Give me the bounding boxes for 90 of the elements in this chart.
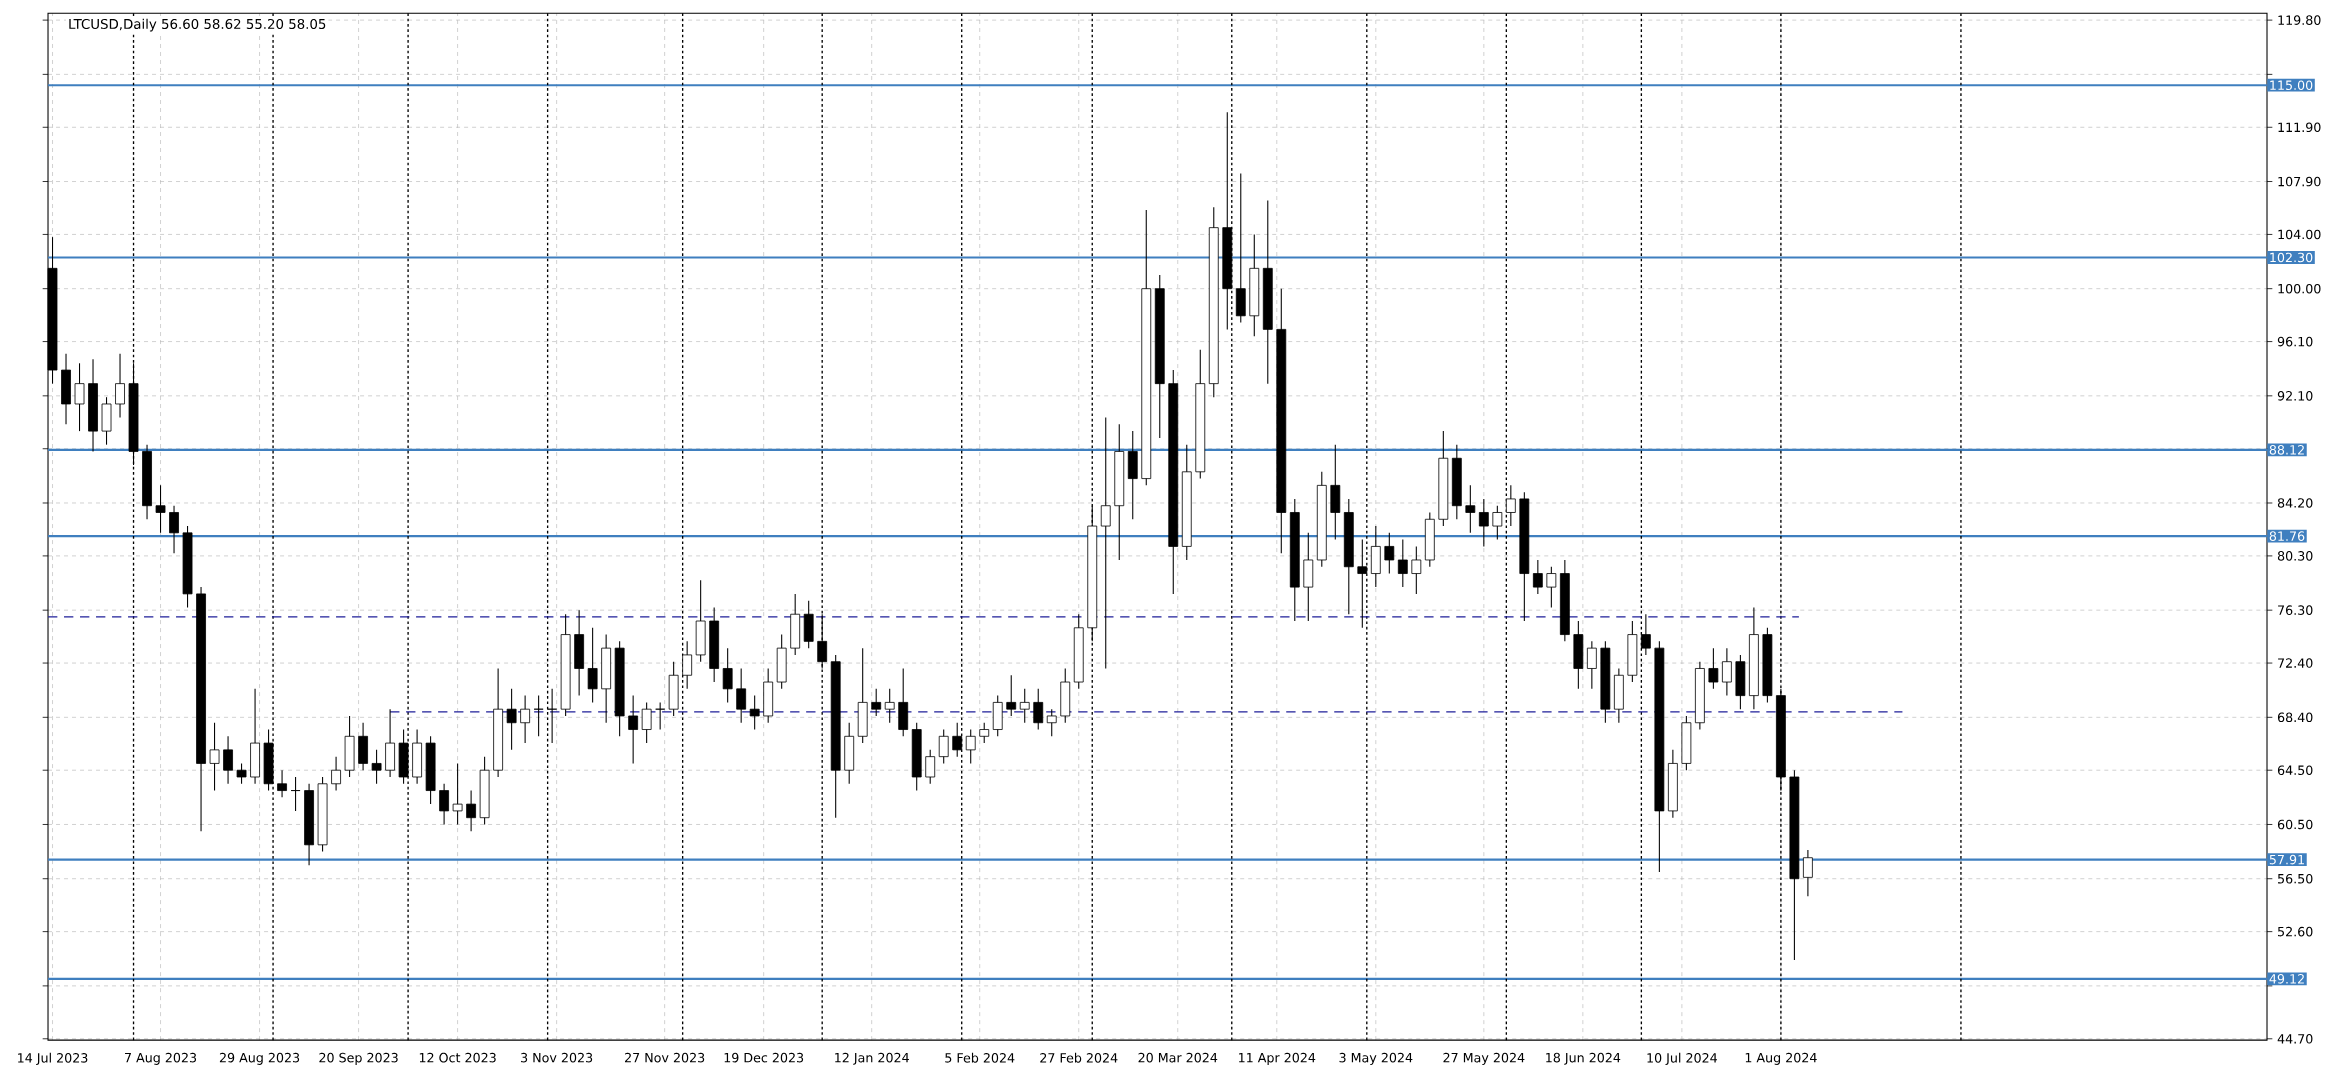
candlestick xyxy=(736,667,747,724)
candlestick xyxy=(1384,532,1395,574)
candlestick xyxy=(628,694,639,764)
x-tick-label: 29 Aug 2023 xyxy=(219,1052,300,1065)
chart-title: LTCUSD,Daily 56.60 58.62 55.20 58.05 xyxy=(69,18,326,32)
x-tick-label: 3 Nov 2023 xyxy=(521,1052,593,1063)
y-tick-label: 104.00 xyxy=(2278,229,2321,239)
y-tick-label: 44.70 xyxy=(2277,1033,2313,1044)
candlestick xyxy=(1532,559,1543,595)
candlestick xyxy=(1478,498,1489,547)
candlestick xyxy=(587,627,598,703)
candlestick xyxy=(223,735,233,785)
candlestick xyxy=(965,728,976,764)
candlestick xyxy=(641,701,652,744)
candlestick xyxy=(74,362,85,432)
candlestick xyxy=(1465,484,1476,534)
x-tick-label: 3 May 2024 xyxy=(1339,1052,1413,1065)
y-tick-label: 60.50 xyxy=(2277,819,2313,830)
candlestick xyxy=(1708,647,1719,690)
y-tick-label: 76.30 xyxy=(2278,605,2313,615)
y-tick-label: 64.50 xyxy=(2277,765,2313,775)
candlestick xyxy=(1046,708,1057,737)
y-tick-label: 100.00 xyxy=(2278,283,2321,294)
y-tick-label: 72.40 xyxy=(2278,658,2313,668)
y-tick-label: 92.10 xyxy=(2277,390,2313,401)
ref-line-label: 88.12 xyxy=(2269,444,2304,455)
x-tick-label: 19 Dec 2023 xyxy=(724,1052,804,1063)
candlestick xyxy=(1019,688,1030,724)
y-tick-label: 107.90 xyxy=(2278,176,2321,187)
candlestick xyxy=(1492,504,1503,540)
candlestick xyxy=(371,749,382,785)
candlestick xyxy=(466,789,477,832)
candlestick xyxy=(1397,538,1408,588)
candlestick xyxy=(290,776,301,812)
candlestick xyxy=(749,694,760,730)
y-tick-label: 56.50 xyxy=(2278,873,2313,884)
candlestick xyxy=(884,688,895,724)
candlestick xyxy=(1586,640,1597,690)
ref-line-label: 49.12 xyxy=(2269,973,2304,984)
y-tick-label: 119.80 xyxy=(2278,15,2321,25)
ref-line-label: 115.00 xyxy=(2270,80,2313,90)
y-tick-label: 84.20 xyxy=(2277,497,2313,508)
candlestick xyxy=(169,504,179,554)
candlestick xyxy=(277,769,287,798)
candlestick xyxy=(871,688,882,717)
candlestick xyxy=(506,688,517,751)
candlestick xyxy=(1033,688,1044,730)
ref-line-label: 57.91 xyxy=(2269,854,2304,865)
candlestick xyxy=(520,694,531,744)
candlestick xyxy=(1006,674,1017,717)
x-tick-label: 27 Nov 2023 xyxy=(625,1052,705,1063)
candlestick xyxy=(938,728,949,764)
y-tick-label: 52.60 xyxy=(2278,926,2313,937)
candlestick xyxy=(115,353,125,418)
x-tick-label: 7 Aug 2023 xyxy=(125,1052,197,1065)
candlestick xyxy=(1546,565,1557,608)
x-tick-label: 20 Mar 2024 xyxy=(1138,1052,1218,1063)
x-tick-label: 27 May 2024 xyxy=(1443,1052,1525,1065)
candlestick xyxy=(452,762,463,825)
x-tick-label: 14 Jul 2023 xyxy=(18,1052,88,1065)
y-tick-label: 111.90 xyxy=(2278,122,2321,132)
x-tick-label: 27 Feb 2024 xyxy=(1040,1052,1118,1063)
ref-line-label: 81.76 xyxy=(2269,531,2305,541)
candlestick xyxy=(979,721,990,744)
y-tick-label: 68.40 xyxy=(2277,712,2313,722)
candlestick xyxy=(722,647,733,703)
y-tick-label: 96.10 xyxy=(2277,336,2313,347)
x-tick-label: 20 Sep 2023 xyxy=(319,1052,398,1065)
candlestick xyxy=(925,749,936,785)
x-tick-label: 5 Feb 2024 xyxy=(945,1052,1015,1063)
x-tick-label: 11 Apr 2024 xyxy=(1239,1052,1316,1065)
candlestick xyxy=(1100,416,1111,669)
candlestick xyxy=(236,762,247,785)
candlestick xyxy=(1505,484,1516,527)
candlestick xyxy=(1721,647,1732,696)
candlestick xyxy=(155,484,166,534)
candlestick xyxy=(439,783,449,825)
candlestick xyxy=(1411,545,1422,595)
candlestick xyxy=(209,721,220,791)
x-tick-label: 18 Jun 2024 xyxy=(1546,1052,1621,1065)
x-tick-label: 12 Oct 2023 xyxy=(419,1052,496,1063)
x-tick-label: 1 Aug 2024 xyxy=(1745,1052,1817,1065)
y-tick-label: 80.30 xyxy=(2277,550,2313,561)
candlestick xyxy=(1803,849,1813,897)
candlestick xyxy=(533,694,544,737)
x-tick-label: 12 Jan 2024 xyxy=(835,1052,909,1065)
candlestick xyxy=(331,755,341,791)
x-tick-label: 10 Jul 2024 xyxy=(1647,1052,1718,1065)
ref-line-label: 102.30 xyxy=(2270,252,2313,263)
candlestick xyxy=(655,701,666,730)
